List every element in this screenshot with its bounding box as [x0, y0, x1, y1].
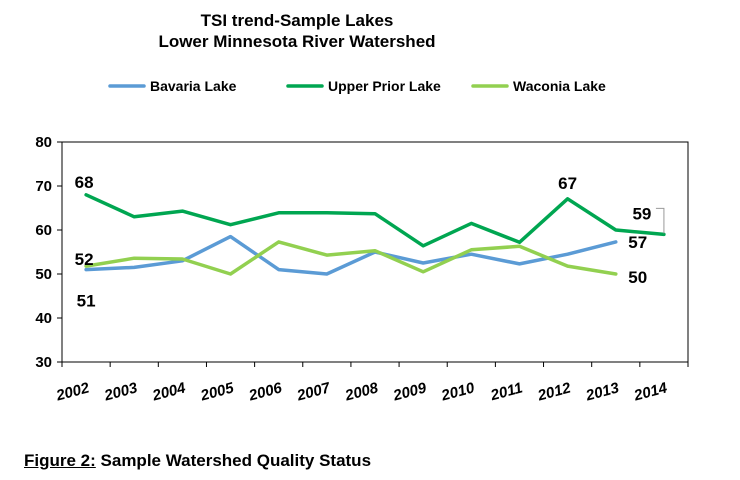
x-tick-label: 2006 — [246, 379, 284, 404]
chart-title-line: TSI trend-Sample Lakes — [201, 11, 394, 30]
chart-title-line: Lower Minnesota River Watershed — [158, 32, 435, 51]
x-tick-label: 2014 — [631, 379, 669, 404]
y-tick-label: 80 — [35, 134, 52, 151]
y-tick-label: 60 — [35, 222, 52, 239]
figure-caption: Figure 2: Sample Watershed Quality Statu… — [24, 451, 371, 471]
data-label: 57 — [628, 233, 647, 252]
chart: TSI trend-Sample Lakes Lower Minnesota Ri… — [35, 11, 689, 405]
x-tick-label: 2011 — [488, 379, 525, 404]
annotations: 68 52 51 67 59 57 50 — [75, 173, 665, 311]
data-label: 51 — [77, 292, 96, 311]
annotation-leader — [655, 207, 665, 234]
x-tick-label: 2007 — [294, 379, 332, 404]
y-tick-label: 50 — [35, 266, 52, 283]
x-tick-label: 2004 — [150, 379, 188, 404]
legend-label: Upper Prior Lake — [328, 78, 441, 94]
x-tick-label: 2005 — [198, 379, 236, 404]
series-line — [84, 240, 618, 276]
x-tick-label: 2002 — [54, 379, 92, 404]
x-tick-label: 2003 — [102, 379, 140, 404]
legend-label: Waconia Lake — [513, 78, 606, 94]
data-label: 52 — [75, 250, 94, 269]
x-tick-label: 2008 — [342, 379, 380, 404]
y-tick-label: 30 — [35, 354, 52, 371]
legend-label: Bavaria Lake — [150, 78, 237, 94]
series-group — [84, 193, 666, 276]
data-label: 67 — [558, 174, 577, 193]
x-tick-label: 2010 — [439, 379, 477, 404]
chart-title: TSI trend-Sample Lakes Lower Minnesota Ri… — [158, 11, 435, 51]
legend: Bavaria Lake Upper Prior Lake Waconia Lake — [108, 78, 606, 94]
data-label: 68 — [75, 173, 94, 192]
caption-label: Figure 2: — [24, 451, 96, 470]
series-line — [84, 193, 666, 248]
plot-area — [61, 141, 689, 363]
y-tick-label: 70 — [35, 178, 52, 195]
x-tick-label: 2009 — [391, 379, 429, 404]
y-axis: 30 40 50 60 70 80 — [35, 134, 62, 371]
x-axis: 2002 2003 2004 2005 2006 2007 2008 2009 2010 2011… — [54, 362, 689, 405]
x-tick-label: 2012 — [535, 379, 573, 404]
series-line — [84, 234, 618, 276]
y-tick-label: 40 — [35, 310, 52, 327]
x-tick-label: 2013 — [583, 379, 621, 404]
data-label: 59 — [632, 204, 651, 223]
data-label: 50 — [628, 268, 647, 287]
caption-text: Sample Watershed Quality Status — [95, 451, 372, 470]
